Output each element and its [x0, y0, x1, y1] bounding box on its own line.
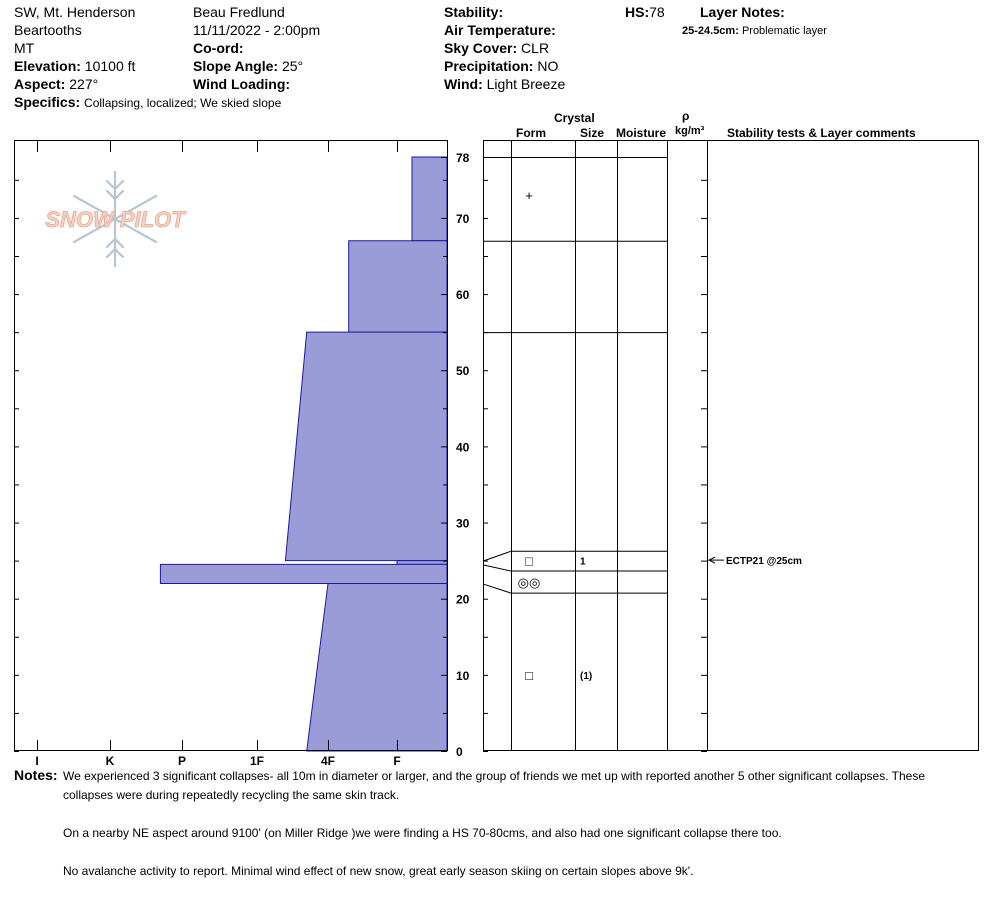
height-tick-label: 20: [456, 593, 470, 607]
datetime: 11/11/2022 - 2:00pm: [193, 22, 321, 38]
height-tick-label: 70: [456, 212, 470, 226]
hardness-tick-label: K: [106, 754, 115, 768]
specifics-value: Collapsing, localized; We skied slope: [84, 96, 282, 110]
sky-cover-label: Sky Cover:: [444, 40, 518, 56]
layer-note: 25-24.5cm: Problematic layer: [682, 22, 827, 40]
height-axis: 0 10 20 30 40 50 60 70 78: [441, 151, 470, 759]
layer-note-range: 25-24.5cm:: [682, 25, 739, 37]
height-tick-label: 30: [456, 517, 470, 531]
wind-label: Wind:: [444, 76, 483, 92]
notes-line: No avalanche activity to report. Minimal…: [63, 864, 694, 878]
grain-form-symbol: □: [525, 554, 533, 569]
stability-test-label: ECTP21 @25cm: [726, 556, 802, 567]
height-tick-label: 50: [456, 364, 470, 378]
layer-connector: [482, 550, 512, 562]
wind: Wind: Light Breeze: [444, 75, 565, 93]
hardness-ticks: I K P 1F 4F F: [35, 140, 401, 768]
rho-header: ρ: [682, 109, 690, 123]
stability-test-arrowhead: [707, 556, 716, 564]
hardness-layer: [396, 560, 448, 565]
state: MT: [14, 40, 35, 56]
hardness-layer: [348, 240, 448, 333]
elevation-label: Elevation:: [14, 58, 81, 74]
precipitation-label: Precipitation:: [444, 58, 534, 74]
crystal-header: Crystal: [554, 111, 595, 125]
hardness-tick-label: P: [178, 754, 186, 768]
height-tick-label: 0: [456, 745, 463, 759]
height-tick-label: 40: [456, 440, 470, 454]
notes-label: Notes:: [14, 767, 58, 783]
right-height-ticks: [483, 179, 707, 752]
hardness-layers: [159, 156, 448, 752]
precipitation: Precipitation: NO: [444, 57, 558, 75]
stability-tests-header: Stability tests & Layer comments: [727, 126, 916, 140]
height-tick-label: 60: [456, 288, 470, 302]
moisture-header: Moisture: [616, 126, 667, 140]
size-header: Size: [580, 126, 605, 140]
wind-loading-label: Wind Loading:: [193, 76, 291, 92]
grain-rows: + □ 1 ◎◎ □ (1): [518, 188, 593, 683]
snowpilot-logo: SNOW PILOT: [45, 170, 187, 268]
form-header: Form: [516, 126, 546, 140]
crystal-table-frame: [483, 140, 979, 751]
notes-line: We experienced 3 significant collapses- …: [63, 769, 926, 783]
total-snow-height: HS:78: [625, 3, 665, 21]
height-tick-label: 78: [456, 151, 470, 165]
snowflake-icon: [72, 170, 158, 268]
grain-form-symbol: □: [525, 668, 533, 683]
elevation-value: 10100 ft: [84, 58, 136, 74]
sky-cover: Sky Cover: CLR: [444, 39, 549, 57]
precipitation-value: NO: [537, 58, 559, 74]
hardness-plot-frame: [14, 140, 448, 751]
hardness-tick-label: 1F: [250, 754, 264, 768]
snow-profile-diagram: SNOW PILOT I K P 1F 4F F 0 10 20 30 40 50 60 70 78 + □…: [14, 140, 979, 768]
sky-cover-value: CLR: [521, 40, 550, 56]
grain-size-value: (1): [580, 671, 592, 682]
grain-form-symbol: +: [525, 188, 533, 203]
slope-angle-label: Slope Angle:: [193, 58, 279, 74]
air-temperature-label: Air Temperature:: [444, 22, 556, 38]
hardness-layer: [306, 582, 448, 752]
layer-connector: [482, 583, 512, 594]
grain-form-symbol: ◎◎: [518, 575, 541, 590]
stability-tests: ECTP21 @25cm: [707, 556, 802, 567]
height-tick-label: 10: [456, 669, 470, 683]
left-height-ticks: [14, 179, 19, 752]
hardness-layer: [411, 156, 448, 242]
hardness-tick-label: 4F: [321, 754, 335, 768]
hs-label: HS:: [625, 4, 650, 20]
layer-notes-label: Layer Notes:: [700, 4, 785, 20]
elevation: Elevation: 10100 ft: [14, 57, 135, 75]
stability-label: Stability:: [444, 4, 504, 20]
crystal-table-columns: [511, 140, 708, 751]
aspect-label: Aspect:: [14, 76, 66, 92]
aspect: Aspect: 227°: [14, 75, 98, 93]
slope-angle: Slope Angle: 25°: [193, 57, 303, 75]
specifics: Specifics: Collapsing, localized; We ski…: [14, 93, 281, 112]
layer-connector: [482, 564, 512, 572]
mountain-range: Beartooths: [14, 22, 82, 38]
aspect-value: 227°: [69, 76, 99, 92]
snowpilot-logo-text: SNOW PILOT: [45, 207, 186, 232]
specifics-label: Specifics:: [14, 94, 81, 110]
observer: Beau Fredlund: [193, 4, 285, 20]
slope-angle-value: 25°: [281, 58, 304, 74]
grain-size-value: 1: [580, 557, 586, 568]
density-unit-header: kg/m³: [675, 125, 705, 137]
layer-note-text: Problematic layer: [741, 25, 827, 37]
location: SW, Mt. Henderson: [14, 4, 136, 20]
hs-value: 78: [649, 4, 665, 20]
layer-boundary-lines: [482, 157, 667, 594]
notes-line: On a nearby NE aspect around 9100' (on M…: [63, 826, 782, 840]
coord-label: Co-ord:: [193, 40, 244, 56]
hardness-tick-label: I: [35, 754, 38, 768]
wind-value: Light Breeze: [486, 76, 566, 92]
hardness-layer: [284, 331, 448, 562]
notes-line: collapses were during repeatedly recycli…: [63, 788, 400, 802]
hardness-tick-label: F: [393, 754, 400, 768]
hardness-layer: [159, 563, 448, 584]
